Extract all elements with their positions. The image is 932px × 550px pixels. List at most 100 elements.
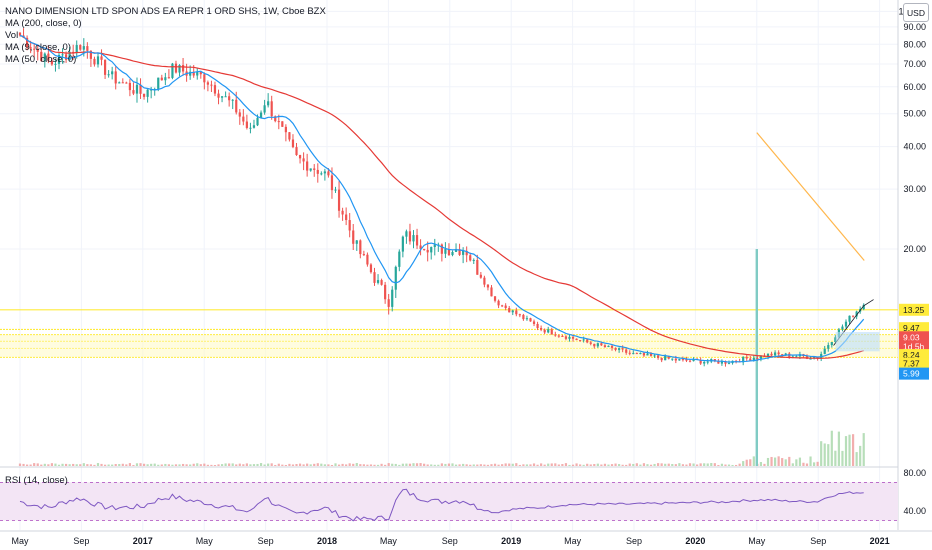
volume-bar — [79, 464, 82, 466]
candle-body — [64, 54, 68, 60]
volume-bar — [571, 464, 575, 466]
candle-body — [61, 54, 64, 56]
candle-body — [89, 50, 93, 59]
candle-body — [664, 356, 667, 361]
volume-bar — [511, 463, 514, 466]
volume-bar — [366, 464, 369, 466]
candle-body — [465, 250, 468, 256]
time-tick-label: 2017 — [133, 536, 153, 546]
volume-bar — [713, 463, 716, 466]
forecast-box — [835, 331, 880, 352]
candle-body — [642, 353, 646, 356]
candle-body — [330, 175, 334, 191]
volume-bar — [479, 464, 482, 466]
time-axis[interactable]: May Sep 2017 May Sep 2018 May Sep 2019 May Sep 2020… — [11, 536, 889, 546]
time-tick-label: Sep — [442, 536, 458, 546]
volume-bar — [667, 463, 670, 466]
volume-bar — [355, 463, 358, 466]
candle-body — [25, 37, 29, 48]
volume-bar — [462, 463, 465, 466]
volume-bar — [75, 464, 78, 466]
volume-bar — [302, 464, 305, 466]
volume-bar — [678, 463, 681, 466]
volume-bar — [564, 463, 568, 466]
candle-body — [295, 147, 298, 156]
volume-bar — [423, 463, 426, 466]
candle-body — [75, 45, 78, 54]
volume-bar — [791, 463, 794, 466]
volume-bar — [603, 463, 607, 466]
legend-ma200[interactable]: MA (200, close, 0) — [5, 18, 82, 29]
volume-bar — [703, 463, 706, 466]
volume-bar — [493, 463, 497, 466]
candle-body — [504, 305, 507, 309]
candle-body — [713, 359, 716, 361]
price-axis[interactable]: 100.0090.0080.0070.0060.0050.0040.0030.0… — [898, 6, 929, 380]
candle-body — [401, 236, 404, 252]
symbol-title[interactable]: NANO DIMENSION LTD SPON ADS EA REPR 1 OR… — [5, 6, 326, 17]
volume-bar — [72, 463, 75, 466]
volume-bar — [274, 464, 277, 466]
candle-body — [235, 99, 238, 113]
rsi-legend[interactable]: RSI (14, close) — [5, 475, 68, 486]
candle-body — [433, 244, 436, 248]
moving-averages — [19, 34, 865, 363]
volume-bar — [348, 463, 351, 466]
candle-body — [554, 334, 557, 336]
candle-body — [355, 240, 358, 244]
legend-ma50[interactable]: MA (50, close, 0) — [5, 54, 77, 65]
candle-body — [522, 314, 525, 320]
candle-body — [68, 51, 71, 60]
volume-bar — [100, 463, 103, 466]
candle-body — [277, 121, 280, 123]
volume-bar — [245, 463, 248, 466]
candle-body — [256, 117, 259, 126]
candle-body — [625, 349, 628, 353]
candle-body — [699, 359, 702, 364]
volume-bar — [164, 463, 167, 466]
candle-body — [181, 65, 185, 72]
candle-body — [29, 47, 32, 49]
candle-body — [36, 49, 39, 52]
candle-body — [518, 314, 521, 316]
volume-bar — [295, 464, 298, 466]
legend-vol[interactable]: Vol — [5, 30, 19, 41]
candle-body — [146, 89, 149, 97]
volume-bar — [337, 464, 341, 466]
volume-bar — [270, 463, 273, 466]
candle-body — [242, 116, 245, 122]
volume-bar — [359, 464, 362, 466]
candle-body — [706, 361, 709, 363]
time-tick-label: May — [564, 536, 582, 546]
candle-body — [341, 210, 344, 215]
candle-body — [423, 248, 426, 250]
time-tick-label: Sep — [258, 536, 274, 546]
candle-body — [795, 356, 798, 358]
price-tick-label: 50.00 — [903, 109, 926, 119]
volume-bar — [614, 463, 617, 466]
candle-body — [121, 82, 124, 84]
volume-bar — [805, 463, 809, 466]
volume-bar — [568, 464, 571, 466]
candle-body — [93, 58, 96, 65]
currency-button[interactable]: USD — [903, 3, 929, 22]
volume-bar — [582, 464, 585, 466]
candle-body — [579, 340, 582, 342]
candle-body — [596, 343, 599, 347]
rsi-band — [0, 482, 898, 521]
volume-bar — [575, 463, 578, 466]
volume-bar — [25, 464, 29, 466]
volume-bar — [160, 464, 163, 466]
volume-bar — [458, 464, 461, 466]
volume-bar — [199, 464, 202, 466]
legend-ma9[interactable]: MA (9, close, 0) — [5, 42, 71, 53]
volume-bar — [341, 463, 344, 466]
candle-body — [540, 328, 543, 330]
volume-bar — [40, 464, 43, 466]
volume-bar — [820, 441, 823, 466]
volume-bar — [635, 463, 638, 466]
volume-bar — [125, 464, 128, 466]
candle-body — [752, 357, 755, 361]
candle-body — [291, 139, 295, 148]
